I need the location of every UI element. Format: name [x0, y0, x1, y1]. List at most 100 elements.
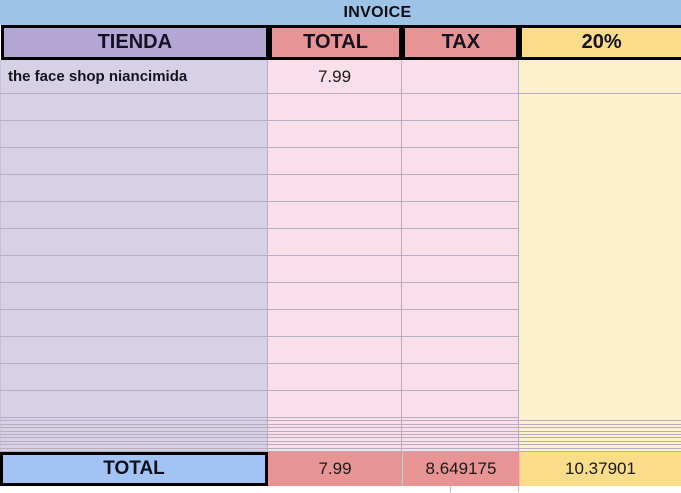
empty-cell — [519, 445, 681, 449]
empty-cell — [402, 229, 519, 256]
empty-cell — [0, 256, 268, 283]
gridline-stub — [518, 485, 519, 492]
empty-cell — [402, 441, 519, 446]
empty-cell — [268, 424, 402, 429]
empty-cell — [0, 421, 268, 425]
below-table-strip — [0, 485, 681, 493]
compressed-rows-region — [0, 418, 681, 452]
empty-cell — [402, 428, 519, 432]
empty-cell — [268, 175, 402, 202]
empty-cell — [519, 256, 681, 283]
empty-cell — [268, 148, 402, 175]
cell-store-name[interactable]: the face shop niancimida — [0, 60, 268, 94]
empty-cell — [268, 310, 402, 337]
empty-cell — [268, 229, 402, 256]
empty-cell — [402, 310, 519, 337]
empty-cell — [0, 391, 268, 418]
empty-cell — [0, 94, 268, 121]
empty-cell — [268, 256, 402, 283]
empty-cell — [402, 121, 519, 148]
empty-row — [0, 202, 681, 229]
empty-cell — [0, 445, 268, 449]
empty-cell — [519, 337, 681, 364]
cell-pct-value[interactable] — [519, 60, 681, 94]
empty-cell — [402, 434, 519, 439]
header-cell-tienda[interactable]: TIENDA — [1, 25, 269, 60]
empty-cell — [519, 431, 681, 435]
empty-row — [0, 256, 681, 283]
empty-cell — [402, 256, 519, 283]
compressed-row — [0, 424, 681, 429]
compressed-row — [0, 421, 681, 425]
empty-cell — [0, 202, 268, 229]
empty-cell — [268, 428, 402, 432]
empty-cell — [268, 434, 402, 439]
empty-row — [0, 121, 681, 148]
empty-cell — [0, 441, 268, 446]
invoice-title: INVOICE — [343, 3, 412, 21]
empty-cell — [402, 283, 519, 310]
empty-cell — [519, 421, 681, 425]
empty-cell — [0, 148, 268, 175]
empty-cell — [0, 418, 268, 422]
empty-cell — [519, 283, 681, 310]
empty-cell — [0, 424, 268, 429]
empty-cell — [519, 310, 681, 337]
table-header-row: TIENDA TOTAL TAX 20% — [1, 25, 681, 60]
empty-cell — [519, 441, 681, 446]
empty-cell — [268, 391, 402, 418]
footer-total-label[interactable]: TOTAL — [0, 451, 268, 486]
empty-cell — [519, 391, 681, 418]
empty-cell — [402, 438, 519, 442]
empty-cell — [519, 94, 681, 121]
header-cell-total[interactable]: TOTAL — [268, 25, 403, 60]
empty-row — [0, 283, 681, 310]
cell-tax-value[interactable] — [402, 60, 519, 94]
footer-total-value[interactable]: 7.99 — [268, 451, 402, 486]
totals-row: TOTAL 7.99 8.649175 10.37901 — [0, 451, 681, 486]
empty-cell — [519, 424, 681, 429]
empty-cell — [402, 337, 519, 364]
empty-cell — [519, 202, 681, 229]
header-cell-pct[interactable]: 20% — [519, 25, 681, 60]
empty-cell — [0, 448, 268, 452]
empty-row — [0, 148, 681, 175]
sheet-title-bar: INVOICE — [0, 0, 681, 25]
empty-cell — [268, 431, 402, 435]
empty-cell — [0, 121, 268, 148]
empty-cell — [0, 337, 268, 364]
header-cell-tax[interactable]: TAX — [402, 25, 520, 60]
empty-cell — [0, 428, 268, 432]
empty-cell — [268, 283, 402, 310]
empty-cell — [519, 364, 681, 391]
empty-cell — [519, 418, 681, 422]
compressed-row — [0, 445, 681, 449]
empty-cell — [0, 310, 268, 337]
empty-cell — [519, 121, 681, 148]
empty-cell — [268, 418, 402, 422]
empty-cell — [402, 424, 519, 429]
empty-cell — [0, 438, 268, 442]
empty-cell — [402, 364, 519, 391]
footer-tax-value[interactable]: 8.649175 — [402, 451, 519, 486]
empty-cell — [402, 391, 519, 418]
compressed-row — [0, 431, 681, 435]
empty-cell — [268, 445, 402, 449]
empty-cell — [402, 421, 519, 425]
empty-row — [0, 175, 681, 202]
empty-cell — [402, 418, 519, 422]
compressed-row — [0, 418, 681, 422]
empty-cell — [0, 175, 268, 202]
compressed-row — [0, 438, 681, 442]
empty-cell — [402, 445, 519, 449]
table-row: the face shop niancimida 7.99 — [0, 60, 681, 94]
empty-row — [0, 337, 681, 364]
empty-cell — [268, 121, 402, 148]
footer-pct-value[interactable]: 10.37901 — [519, 451, 681, 486]
cell-total-value[interactable]: 7.99 — [268, 60, 402, 94]
empty-cell — [268, 94, 402, 121]
empty-cell — [0, 364, 268, 391]
empty-cell — [402, 148, 519, 175]
empty-cell — [268, 364, 402, 391]
